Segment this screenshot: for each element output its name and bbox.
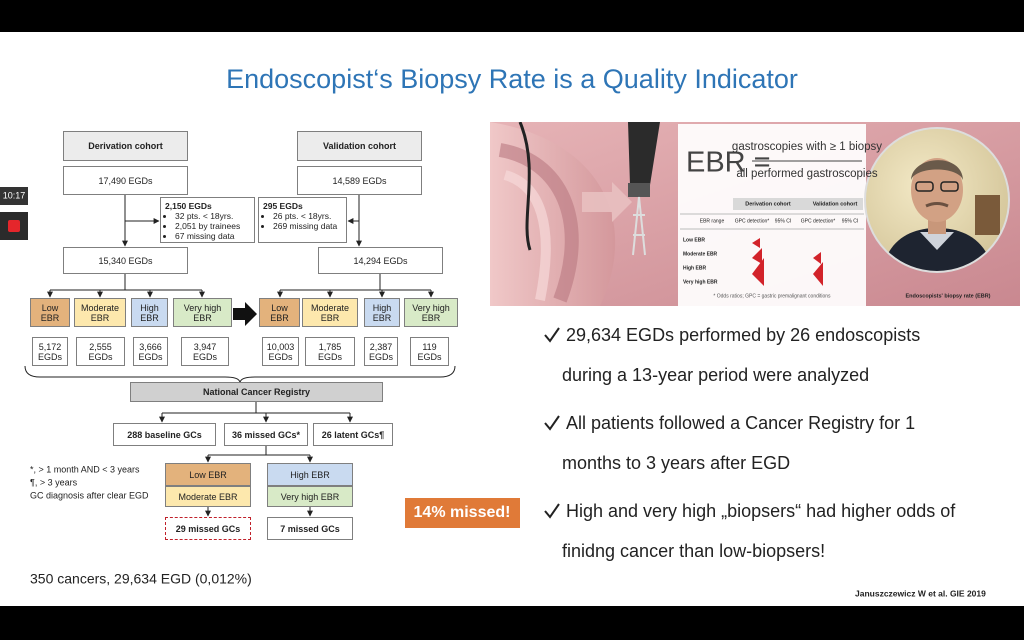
ebr-group: Moderate EBR bbox=[165, 486, 251, 507]
big-arrow bbox=[233, 302, 257, 326]
bullet-text: finidng cancer than low-biopsers! bbox=[562, 541, 825, 561]
table-row: Moderate EBR bbox=[683, 251, 718, 257]
ebr-group: Very high EBR bbox=[173, 298, 232, 327]
table-cohort: Derivation cohort bbox=[745, 201, 791, 207]
exclusion-item: 2,051 by trainees bbox=[175, 221, 250, 231]
ebr-group: Very high EBR bbox=[404, 298, 458, 327]
exclusion-item: 26 pts. < 18yrs. bbox=[273, 211, 342, 221]
outcome-box: 36 missed GCs* bbox=[224, 423, 308, 446]
outcome-box: 288 baseline GCs bbox=[113, 423, 216, 446]
ebr-group: Moderate EBR bbox=[302, 298, 358, 327]
egd-count: 5,172 EGDs bbox=[32, 337, 68, 366]
bullet-text: 29,634 EGDs performed by 26 endoscopists bbox=[566, 325, 920, 345]
callout-text: 14% missed! bbox=[414, 504, 511, 521]
registry-box: National Cancer Registry bbox=[130, 382, 383, 402]
ebr-group: Very high EBR bbox=[267, 486, 353, 507]
ebr-group: High EBR bbox=[267, 463, 353, 486]
exclusion-box: 2,150 EGDs32 pts. < 18yrs.2,051 by train… bbox=[160, 197, 255, 243]
footnote: ¶, > 3 years bbox=[30, 477, 78, 487]
ebr-group: Low EBR bbox=[165, 463, 251, 486]
record-icon[interactable] bbox=[8, 220, 20, 232]
table-footnote: * Odds ratios; GPC = gastric premalignan… bbox=[713, 293, 831, 299]
cohort-header: Derivation cohort bbox=[63, 131, 188, 161]
table-row: High EBR bbox=[683, 265, 706, 271]
table-column: GPC detection* bbox=[801, 218, 836, 224]
footnote: GC diagnosis after clear EGD bbox=[30, 490, 149, 500]
cohort-analyzed: 15,340 EGDs bbox=[63, 247, 188, 274]
bullet-text: months to 3 years after EGD bbox=[562, 453, 790, 473]
formula-numerator: gastroscopies with ≥ 1 biopsy bbox=[732, 141, 882, 153]
timer-badge bbox=[0, 187, 28, 205]
exclusion-list: 26 pts. < 18yrs.269 missing data bbox=[263, 211, 342, 231]
table-column: EBR range bbox=[700, 218, 725, 224]
egd-count: 2,387 EGDs bbox=[364, 337, 398, 366]
slide-title: Endoscopist‘s Biopsy Rate is a Quality I… bbox=[226, 64, 798, 94]
ebr-group: High EBR bbox=[131, 298, 168, 327]
egd-count: 1,785 EGDs bbox=[305, 337, 355, 366]
exclusion-box: 295 EGDs26 pts. < 18yrs.269 missing data bbox=[258, 197, 347, 243]
egd-count: 3,947 EGDs bbox=[181, 337, 229, 366]
table-column: 95% CI bbox=[775, 218, 791, 224]
egd-count: 10,003 EGDs bbox=[262, 337, 299, 366]
formula-denominator: all performed gastroscopies bbox=[736, 168, 878, 180]
cohort-total: 14,589 EGDs bbox=[297, 166, 422, 195]
cohort-header: Validation cohort bbox=[297, 131, 422, 161]
table-cohort: Validation cohort bbox=[813, 201, 858, 207]
footnote: *, > 1 month AND < 3 years bbox=[30, 464, 140, 474]
egd-count: 119 EGDs bbox=[410, 337, 449, 366]
formula-lhs: EBR = bbox=[686, 147, 771, 179]
checkmarks bbox=[544, 327, 560, 519]
axis-label: Endoscopists' biopsy rate (EBR) bbox=[905, 293, 990, 299]
table-row: Low EBR bbox=[683, 237, 705, 243]
ebr-group: Moderate EBR bbox=[74, 298, 126, 327]
exclusion-title: 295 EGDs bbox=[263, 201, 303, 211]
summary: 350 cancers, 29,634 EGD (0,012%) bbox=[30, 571, 252, 587]
exclusion-item: 269 missing data bbox=[273, 221, 342, 231]
table-row: Very high EBR bbox=[683, 279, 718, 285]
bullet-text: High and very high „biopsers“ had higher… bbox=[566, 501, 956, 521]
exclusion-item: 67 missing data bbox=[175, 231, 250, 241]
ebr-group: High EBR bbox=[364, 298, 400, 327]
exclusion-item: 32 pts. < 18yrs. bbox=[175, 211, 250, 221]
callout-box bbox=[405, 498, 520, 528]
citation: Januszczewicz W et al. GIE 2019 bbox=[855, 588, 986, 598]
bullet-text: during a 13-year period were analyzed bbox=[562, 365, 869, 385]
timer: 10:17 bbox=[3, 190, 26, 200]
table-column: 95% CI bbox=[842, 218, 858, 224]
exclusion-title: 2,150 EGDs bbox=[165, 201, 212, 211]
table-column: GPC detection* bbox=[735, 218, 770, 224]
cohort-analyzed: 14,294 EGDs bbox=[318, 247, 443, 274]
outcome-box: 26 latent GCs¶ bbox=[313, 423, 393, 446]
ebr-group: Low EBR bbox=[259, 298, 300, 327]
cohort-total: 17,490 EGDs bbox=[63, 166, 188, 195]
exclusion-list: 32 pts. < 18yrs.2,051 by trainees67 miss… bbox=[165, 211, 250, 241]
ebr-group: Low EBR bbox=[30, 298, 70, 327]
figure bbox=[490, 122, 1020, 306]
connectors bbox=[24, 195, 456, 517]
missed-box: 29 missed GCs bbox=[165, 517, 251, 540]
bullet-text: All patients followed a Cancer Registry … bbox=[566, 413, 915, 433]
egd-count: 2,555 EGDs bbox=[76, 337, 125, 366]
egd-count: 3,666 EGDs bbox=[133, 337, 168, 366]
missed-box: 7 missed GCs bbox=[267, 517, 353, 540]
